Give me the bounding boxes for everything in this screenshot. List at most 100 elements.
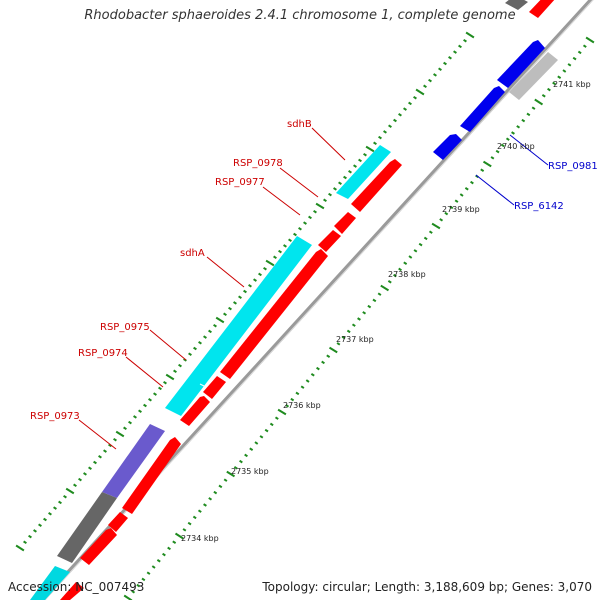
minor-tick [398, 113, 402, 117]
gene-label-rsp0981[interactable]: RSP_0981 [548, 161, 598, 172]
minor-tick [428, 78, 432, 83]
cds-red-top[interactable] [529, 0, 556, 18]
gene-label-rsp0974[interactable]: RSP_0974 [78, 348, 128, 359]
minor-tick [163, 380, 167, 385]
minor-tick [408, 101, 412, 106]
cds-blue-mid[interactable] [460, 86, 505, 132]
cds-red-bottom[interactable] [60, 582, 84, 600]
minor-tick [328, 192, 332, 197]
cds-blue-rsp0981[interactable] [497, 40, 545, 88]
minor-tick [153, 392, 157, 396]
minor-tick [448, 56, 452, 60]
minor-tick [547, 87, 551, 92]
major-tick [365, 145, 375, 153]
minor-tick [383, 130, 387, 134]
gene-label-rsp0973[interactable]: RSP_0973 [30, 411, 80, 422]
minor-tick [572, 56, 577, 61]
minor-tick [187, 521, 192, 526]
minor-tick [178, 363, 182, 368]
feature-cyan-sdha-rsp0975[interactable] [165, 236, 312, 416]
feature-dark-gray-top[interactable] [505, 0, 528, 10]
feature-cyan-sdhb[interactable] [336, 145, 391, 199]
minor-tick [336, 342, 341, 346]
minor-tick [158, 386, 162, 391]
minor-tick [470, 180, 474, 185]
minor-tick [298, 227, 302, 231]
minor-tick [443, 61, 447, 66]
feature-dark-gray[interactable] [57, 492, 117, 563]
minor-tick [308, 215, 312, 220]
gene-label-rsp0978[interactable]: RSP_0978 [233, 158, 283, 169]
minor-tick [48, 512, 52, 516]
scale-label-2738: 2738 kbp [388, 270, 426, 279]
major-tick [265, 259, 275, 267]
minor-tick [182, 528, 187, 532]
minor-tick [188, 352, 192, 356]
minor-tick [511, 131, 515, 135]
minor-tick [223, 312, 227, 317]
cds-red-lower-1[interactable] [108, 512, 128, 532]
minor-tick [269, 422, 274, 427]
cds-blue-rsp6142[interactable] [433, 134, 462, 160]
cds-red-sdha[interactable] [220, 249, 328, 379]
minor-tick [300, 385, 305, 389]
minor-tick [480, 168, 485, 172]
topology-text: Topology: circular; Length: 3,188,609 bp… [262, 580, 592, 594]
minor-tick [254, 441, 259, 445]
forward-cds-track [60, 0, 556, 600]
minor-tick [582, 44, 587, 48]
minor-tick [78, 477, 82, 482]
minor-tick [198, 341, 202, 345]
major-tick [315, 202, 325, 210]
label-leaders [78, 127, 346, 450]
major-tick [431, 222, 441, 230]
gene-label-sdha[interactable]: sdhA [180, 248, 205, 259]
minor-tick [363, 152, 367, 157]
cds-red-rsp0977[interactable] [318, 230, 341, 252]
minor-tick [208, 497, 213, 501]
gene-label-rsp6142[interactable]: RSP_6142 [514, 201, 564, 212]
cds-red-rsp0974[interactable] [180, 396, 210, 426]
major-tick [65, 487, 75, 495]
cds-red-rsp0975[interactable] [203, 376, 226, 399]
minor-tick [295, 391, 300, 396]
minor-tick [263, 266, 267, 271]
minor-tick [423, 236, 428, 241]
major-tick [15, 544, 25, 552]
minor-tick [458, 44, 462, 49]
gene-label-rsp0977[interactable]: RSP_0977 [215, 177, 265, 188]
cds-red-rsp0973[interactable] [122, 437, 181, 514]
scale-label-2741: 2741 kbp [553, 80, 591, 89]
minor-tick [143, 403, 147, 408]
cds-red-rsp0978[interactable] [334, 212, 356, 234]
outer-feature-track [30, 0, 558, 600]
minor-tick [358, 158, 362, 163]
reverse-cds-track [433, 40, 545, 160]
minor-tick [213, 490, 218, 495]
minor-tick [521, 118, 526, 123]
minor-tick [413, 95, 417, 100]
minor-tick [123, 426, 127, 431]
minor-tick [454, 199, 459, 203]
tick-track-inner [123, 36, 595, 600]
gene-label-sdhb[interactable]: sdhB [287, 119, 312, 130]
minor-tick [58, 500, 62, 505]
minor-tick [213, 323, 217, 328]
feature-cyan-lower[interactable] [30, 566, 70, 600]
cds-red-lower-2[interactable] [80, 528, 117, 565]
feature-light-gray[interactable] [509, 52, 558, 100]
minor-tick [258, 272, 262, 277]
minor-tick [259, 435, 264, 439]
minor-tick [290, 397, 295, 402]
minor-tick [218, 484, 223, 489]
minor-tick [38, 523, 42, 527]
minor-tick [567, 63, 572, 67]
gene-label-rsp0975[interactable]: RSP_0975 [100, 322, 150, 333]
cds-red-sdhb[interactable] [351, 159, 402, 212]
feature-purple-rsp0973[interactable] [102, 424, 165, 498]
minor-tick [464, 187, 469, 191]
minor-tick [500, 143, 505, 148]
minor-tick [172, 540, 177, 544]
minor-tick [148, 398, 152, 402]
